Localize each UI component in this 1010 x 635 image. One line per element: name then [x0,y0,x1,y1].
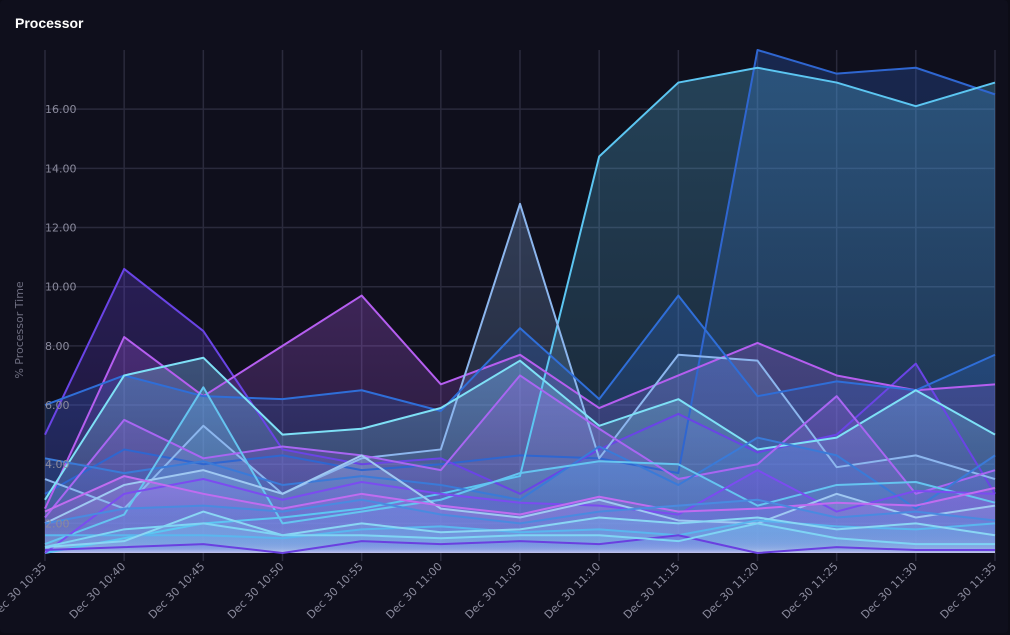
panel-title: Processor [15,15,84,31]
series-line [45,519,996,540]
series-line [44,49,996,495]
y-tick-label: 4.00 [45,458,70,471]
series-line [44,498,996,525]
x-tick-label: Dec 30 11:10 [542,560,604,622]
series-line [44,522,995,549]
series-line [44,356,996,501]
series-line [44,454,996,525]
y-tick-label: 6.00 [45,399,70,412]
series-line [44,202,996,510]
series-area [45,499,995,553]
x-tick-label: Dec 30 11:30 [858,560,920,622]
series-line [44,267,996,495]
y-tick-label: 2.00 [45,517,70,530]
x-tick-label: Dec 30 11:35 [938,560,1000,622]
x-tick-label: Dec 30 11:15 [621,560,683,622]
x-tick-label: Dec 30 10:50 [225,560,287,622]
x-tick-label: Dec 30 10:35 [0,560,49,622]
y-tick-label: 14.00 [45,162,77,175]
x-tick-label: Dec 30 10:40 [67,560,129,622]
y-tick-label: 16.00 [45,103,77,116]
series-line [44,436,996,510]
y-tick-label: 8.00 [45,340,70,353]
series-line [44,534,995,554]
series-line [44,475,996,516]
series-line [44,469,996,554]
x-tick-label: Dec 30 11:25 [779,560,841,622]
x-tick-label: Dec 30 11:00 [383,560,445,622]
series-line [44,294,996,412]
x-tick-label: Dec 30 10:45 [146,560,208,622]
series-line [44,510,996,549]
x-tick-label: Dec 30 11:20 [700,560,762,622]
x-tick-label: Dec 30 11:05 [463,560,525,622]
x-tick-label: Dec 30 10:55 [304,560,366,622]
y-tick-label: 10.00 [45,281,77,294]
y-axis-label: % Processor Time [13,281,26,379]
y-tick-label: 12.00 [45,222,77,235]
series-line [44,386,996,546]
series-line [44,374,996,519]
